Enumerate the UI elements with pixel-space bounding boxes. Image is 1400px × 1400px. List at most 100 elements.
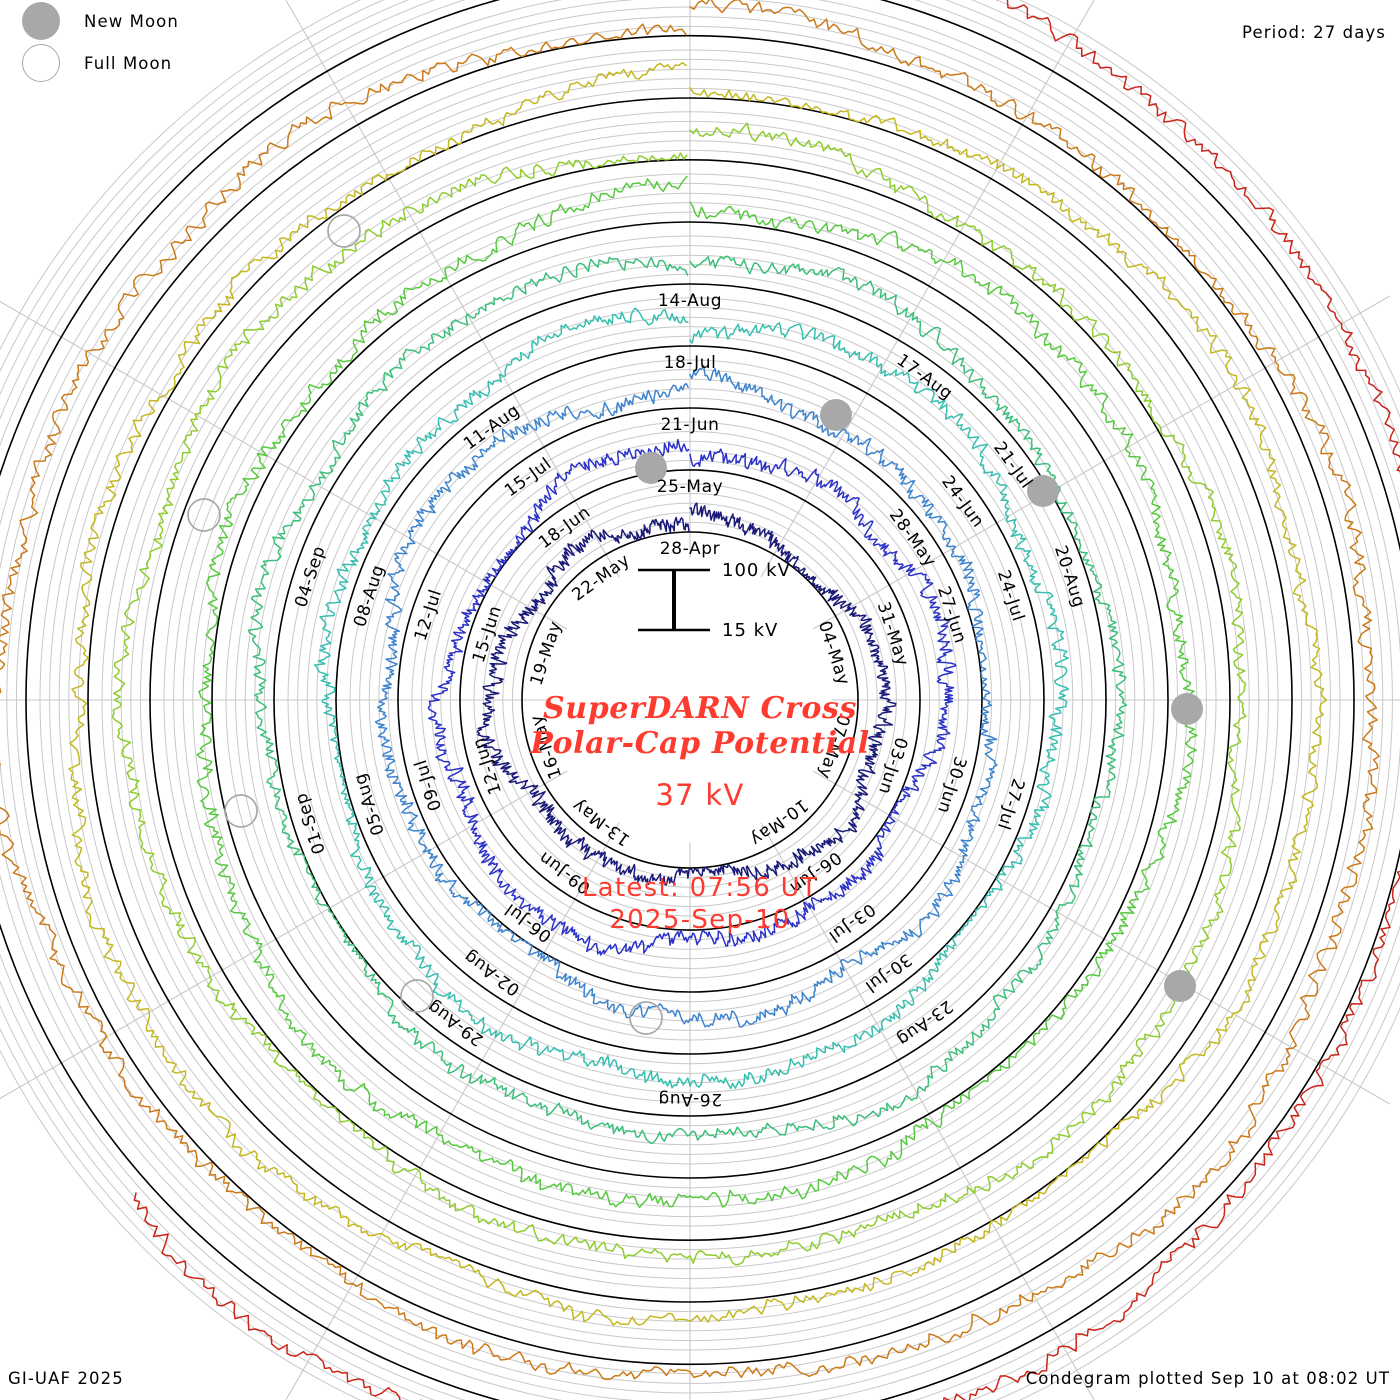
date-label: 21-Jul <box>989 438 1036 492</box>
date-label: 03-Jul <box>824 899 878 946</box>
date-label: 16-May <box>527 712 567 781</box>
ring-gridline <box>120 130 1260 1270</box>
data-trace <box>476 502 897 886</box>
ring-gridline <box>244 254 1136 1146</box>
ring-baseline <box>459 469 921 931</box>
date-label: 04-May <box>814 619 854 688</box>
ring-gridline <box>349 359 1031 1041</box>
ring-gridline <box>411 421 969 979</box>
ring-gridline <box>111 121 1269 1279</box>
date-label: 09-Jul <box>411 757 446 813</box>
ring-gridline <box>511 521 869 879</box>
data-trace <box>196 175 1198 1209</box>
plotted-timestamp-label: Condegram plotted Sep 10 at 08:02 UT <box>1025 1369 1390 1388</box>
ring-gridline <box>225 235 1155 1165</box>
moon-legend: New Moon Full Moon <box>0 0 340 84</box>
ring-gridline <box>77 87 1303 1313</box>
date-label: 17-Aug <box>893 350 957 404</box>
data-trace <box>247 255 1128 1145</box>
ring-gridline <box>173 183 1207 1217</box>
new-moon-marker <box>820 399 852 431</box>
ring-gridline <box>440 450 940 950</box>
ring-baseline <box>211 221 1169 1179</box>
date-label: 30-Jul <box>861 949 915 996</box>
data-trace <box>133 0 1400 1400</box>
legend-item-new-moon: New Moon <box>0 0 340 42</box>
new-moon-marker <box>1164 970 1196 1002</box>
new-moon-marker <box>635 452 667 484</box>
ring-baseline <box>25 35 1355 1365</box>
full-moon-marker <box>629 1001 663 1035</box>
data-trace <box>313 307 1070 1090</box>
ring-gridline <box>325 335 1055 1065</box>
data-trace <box>68 61 1328 1326</box>
legend-item-full-moon: Full Moon <box>0 42 340 84</box>
data-trace <box>111 122 1247 1266</box>
new-moon-marker <box>1171 693 1203 725</box>
period-label: Period: 27 days <box>1242 23 1386 42</box>
date-label: 28-May <box>885 506 940 572</box>
ring-gridline <box>68 78 1312 1322</box>
date-label: 15-Jun <box>469 603 506 665</box>
date-label: 28-Apr <box>660 539 720 559</box>
full-moon-marker <box>400 979 434 1013</box>
ring-gridline <box>287 297 1093 1103</box>
full-moon-marker <box>187 498 221 532</box>
date-label: 14-Aug <box>658 291 722 311</box>
full-moon-marker <box>327 214 361 248</box>
full-moon-marker <box>224 794 258 828</box>
data-trace <box>427 438 957 956</box>
date-label: 02-Aug <box>460 946 524 1000</box>
ring-gridline <box>235 245 1145 1155</box>
ring-gridline <box>502 512 878 888</box>
date-label: 10-May <box>746 795 812 850</box>
date-label: 15-Jul <box>501 454 555 501</box>
ring-baseline <box>87 97 1293 1303</box>
credit-label: GI-UAF 2025 <box>8 1369 124 1388</box>
ring-gridline <box>39 49 1341 1351</box>
date-label: 18-Jul <box>664 353 717 373</box>
date-label: 24-Jul <box>993 568 1028 624</box>
ring-gridline <box>297 307 1083 1093</box>
ring-gridline <box>58 68 1322 1332</box>
ring-baseline <box>273 283 1107 1117</box>
full-moon-icon <box>22 44 60 82</box>
ring-baseline <box>521 531 859 869</box>
date-label: 21-Jun <box>661 415 720 435</box>
ring-gridline <box>387 397 993 1003</box>
date-label: 01-Sep <box>291 790 330 856</box>
date-label: 07-May <box>814 712 854 781</box>
data-trace <box>374 364 998 1028</box>
ring-gridline <box>449 459 931 941</box>
date-label: 19-May <box>527 619 567 688</box>
date-label: 27-Jul <box>993 776 1028 832</box>
ring-gridline <box>483 493 897 907</box>
ring-gridline <box>306 316 1074 1084</box>
ring-gridline <box>263 273 1117 1127</box>
ring-baseline <box>149 159 1231 1241</box>
ring-gridline <box>359 369 1021 1031</box>
new-moon-icon <box>22 2 60 40</box>
ring-gridline <box>163 173 1217 1227</box>
full-moon-label: Full Moon <box>84 53 173 73</box>
data-trace <box>0 0 1380 1381</box>
date-label: 08-Aug <box>350 562 389 629</box>
ring-gridline <box>101 111 1279 1289</box>
new-moon-label: New Moon <box>84 11 179 31</box>
ring-gridline <box>15 25 1365 1375</box>
date-label: 12-Jun <box>469 735 506 797</box>
ring-gridline <box>492 502 888 898</box>
ring-gridline <box>6 16 1374 1384</box>
date-label: 25-May <box>657 477 724 497</box>
ring-gridline <box>473 483 907 917</box>
ring-gridline <box>378 388 1002 1012</box>
